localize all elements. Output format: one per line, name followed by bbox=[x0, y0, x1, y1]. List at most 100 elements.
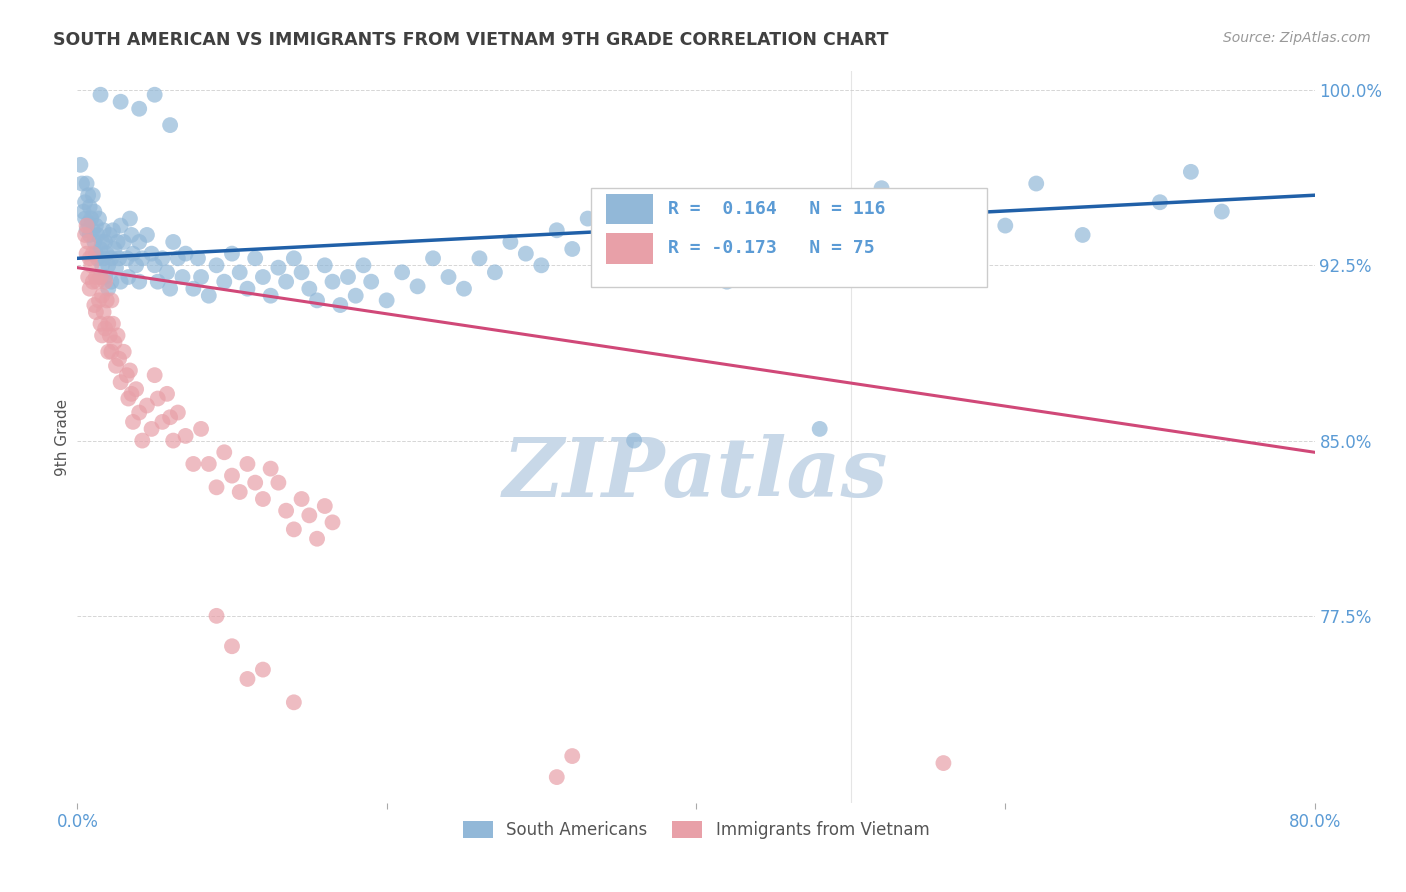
Point bbox=[76, 246, 98, 260]
Point bbox=[406, 279, 429, 293]
Point bbox=[100, 252, 122, 266]
Point bbox=[453, 282, 475, 296]
Point bbox=[468, 252, 491, 266]
Point bbox=[283, 695, 305, 709]
Point bbox=[205, 480, 228, 494]
Point bbox=[84, 305, 107, 319]
Point bbox=[190, 422, 212, 436]
Point bbox=[103, 242, 125, 256]
Point bbox=[141, 422, 163, 436]
Point bbox=[291, 491, 314, 506]
Point bbox=[190, 270, 212, 285]
Point bbox=[77, 188, 100, 202]
Point bbox=[83, 298, 105, 312]
Point bbox=[808, 422, 831, 436]
Point bbox=[1211, 204, 1233, 219]
Point bbox=[291, 265, 314, 279]
Point bbox=[623, 434, 645, 448]
Point bbox=[76, 223, 98, 237]
Point bbox=[91, 258, 114, 272]
Point bbox=[75, 227, 96, 242]
Point bbox=[108, 252, 131, 266]
Point bbox=[174, 246, 197, 260]
Point bbox=[136, 399, 159, 413]
Legend: South Americans, Immigrants from Vietnam: South Americans, Immigrants from Vietnam bbox=[456, 814, 936, 846]
Point bbox=[87, 211, 110, 226]
Point bbox=[167, 405, 190, 419]
Point bbox=[91, 235, 114, 249]
Point bbox=[267, 475, 290, 490]
Point bbox=[79, 227, 101, 242]
FancyBboxPatch shape bbox=[591, 188, 987, 287]
Point bbox=[932, 204, 955, 219]
Point bbox=[91, 328, 114, 343]
Point bbox=[298, 508, 321, 523]
Bar bbox=[606, 194, 652, 224]
Point bbox=[236, 282, 259, 296]
Point bbox=[79, 282, 101, 296]
Point bbox=[75, 195, 96, 210]
Point bbox=[128, 102, 150, 116]
Point bbox=[344, 289, 367, 303]
Point bbox=[76, 219, 98, 233]
Point bbox=[118, 211, 141, 226]
Point bbox=[205, 258, 228, 272]
Point bbox=[214, 445, 236, 459]
Point bbox=[77, 270, 100, 285]
Point bbox=[963, 246, 986, 260]
Point bbox=[685, 258, 707, 272]
Point bbox=[128, 275, 150, 289]
Point bbox=[121, 227, 143, 242]
Point bbox=[83, 235, 105, 249]
Point bbox=[115, 252, 138, 266]
Point bbox=[260, 289, 283, 303]
Point bbox=[94, 321, 117, 335]
Point bbox=[352, 258, 374, 272]
Bar bbox=[606, 233, 652, 264]
Point bbox=[136, 227, 159, 242]
Point bbox=[515, 246, 537, 260]
Point bbox=[93, 252, 115, 266]
Point bbox=[228, 485, 252, 500]
Point bbox=[298, 282, 321, 296]
Point bbox=[125, 258, 148, 272]
Point bbox=[747, 204, 769, 219]
Point bbox=[72, 204, 94, 219]
Point bbox=[198, 457, 221, 471]
Text: SOUTH AMERICAN VS IMMIGRANTS FROM VIETNAM 9TH GRADE CORRELATION CHART: SOUTH AMERICAN VS IMMIGRANTS FROM VIETNA… bbox=[53, 31, 889, 49]
Point bbox=[90, 270, 111, 285]
Point bbox=[283, 252, 305, 266]
Point bbox=[530, 258, 553, 272]
Point bbox=[94, 270, 117, 285]
Point bbox=[143, 87, 166, 102]
Point bbox=[360, 275, 382, 289]
Point bbox=[77, 216, 100, 230]
Point bbox=[105, 260, 127, 275]
Point bbox=[183, 282, 205, 296]
Point bbox=[75, 211, 96, 226]
Point bbox=[105, 359, 127, 373]
Point bbox=[187, 252, 209, 266]
Point bbox=[108, 351, 131, 366]
Point bbox=[276, 504, 298, 518]
Point bbox=[156, 387, 179, 401]
Point bbox=[146, 275, 169, 289]
Point bbox=[90, 317, 111, 331]
Point bbox=[778, 246, 800, 260]
Point bbox=[322, 516, 344, 530]
Point bbox=[128, 235, 150, 249]
Point bbox=[101, 317, 124, 331]
Point bbox=[252, 491, 274, 506]
Point bbox=[167, 252, 190, 266]
Point bbox=[93, 305, 115, 319]
Point bbox=[314, 499, 336, 513]
Point bbox=[236, 457, 259, 471]
Point bbox=[100, 293, 122, 308]
Point bbox=[100, 344, 122, 359]
Point bbox=[221, 246, 243, 260]
Point bbox=[252, 663, 274, 677]
Point bbox=[94, 235, 117, 249]
Point bbox=[499, 235, 522, 249]
Point bbox=[84, 246, 107, 260]
Point bbox=[112, 235, 135, 249]
